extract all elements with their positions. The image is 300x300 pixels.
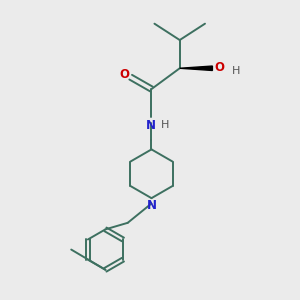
Text: H: H — [232, 66, 240, 76]
Text: O: O — [215, 61, 225, 74]
Text: N: N — [147, 199, 157, 212]
Text: O: O — [119, 68, 129, 81]
Text: H: H — [161, 120, 169, 130]
Text: N: N — [146, 119, 156, 132]
Polygon shape — [180, 66, 212, 70]
